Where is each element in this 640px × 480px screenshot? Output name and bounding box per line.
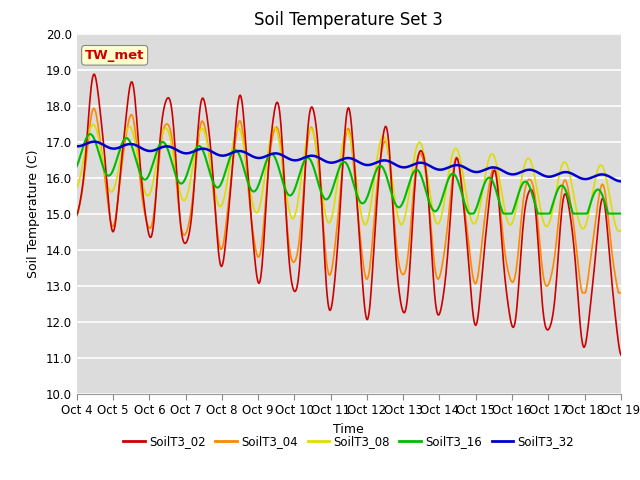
Text: TW_met: TW_met: [85, 49, 145, 62]
X-axis label: Time: Time: [333, 422, 364, 435]
Y-axis label: Soil Temperature (C): Soil Temperature (C): [28, 149, 40, 278]
Title: Soil Temperature Set 3: Soil Temperature Set 3: [254, 11, 444, 29]
Legend: SoilT3_02, SoilT3_04, SoilT3_08, SoilT3_16, SoilT3_32: SoilT3_02, SoilT3_04, SoilT3_08, SoilT3_…: [118, 430, 579, 453]
